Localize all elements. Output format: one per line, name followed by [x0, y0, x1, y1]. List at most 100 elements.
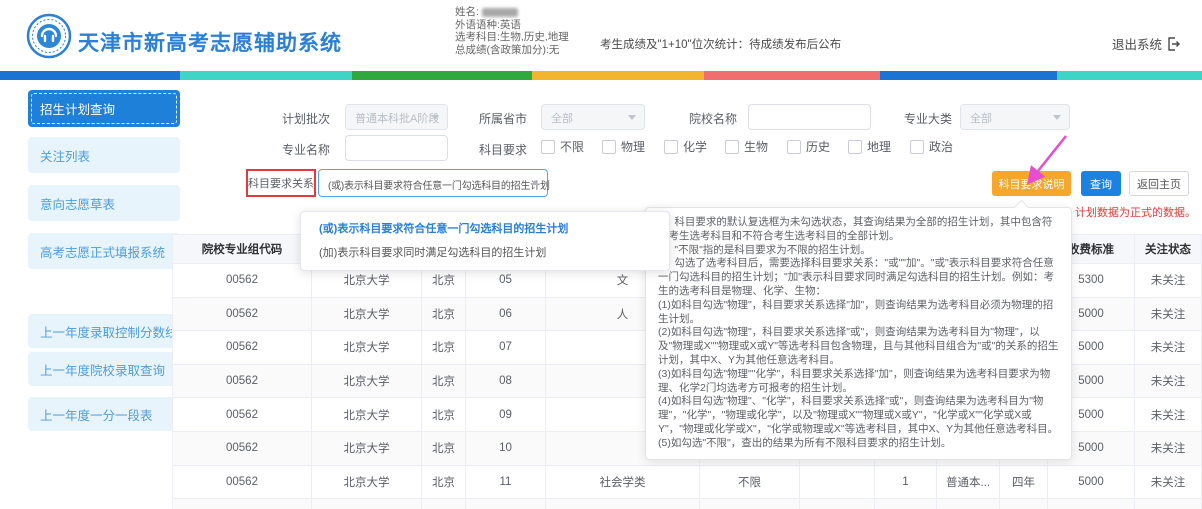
table-cell: [875, 499, 937, 509]
checkbox-icon: [541, 139, 555, 154]
subject-checkbox-政治[interactable]: 政治: [910, 138, 953, 155]
table-cell: [546, 499, 700, 509]
accent-bar-segment: [704, 71, 880, 80]
logout-label: 退出系统: [1112, 38, 1163, 52]
table-cell: 北京大学: [312, 431, 422, 466]
student-name-line: 姓名:: [455, 6, 569, 19]
follow-status-link[interactable]: 未关注: [1135, 264, 1202, 298]
table-cell: 00562: [172, 398, 312, 432]
province-select[interactable]: 全部: [541, 104, 645, 130]
logout-button[interactable]: 退出系统: [1112, 34, 1181, 53]
table-cell: 北京: [422, 398, 466, 432]
student-name-redacted: [481, 7, 518, 17]
sidebar-item-1[interactable]: 招生计划查询: [28, 90, 180, 127]
subject-checkbox-不限[interactable]: 不限: [541, 138, 584, 155]
table-header-cell: 关注状态: [1135, 234, 1202, 264]
table-cell: [800, 499, 875, 509]
plan-batch-select[interactable]: 普通本科批A阶段: [345, 104, 448, 130]
relation-option-2[interactable]: (加)表示科目要求同时满足勾选科目的招生计划: [319, 247, 547, 259]
sidebar-item-6[interactable]: 上一年度院校录取查询: [28, 352, 180, 386]
table-cell: 北京: [422, 331, 466, 365]
sidebar-item-4[interactable]: 高考志愿正式填报系统: [28, 233, 180, 269]
student-total-line: 总成绩(含政策加分):无: [455, 43, 560, 56]
province-label: 所属省市: [479, 112, 528, 126]
popover-line: (3)如科目勾选"物理""化学"，科目要求关系选择"加"，则查询结果为选考科目要…: [658, 367, 1051, 394]
major-name-input[interactable]: [345, 135, 448, 161]
sidebar-item-3[interactable]: 意向志愿草表: [28, 185, 180, 221]
accent-bar: [0, 71, 1202, 80]
table-cell: [466, 499, 546, 509]
table-cell: 四年: [1000, 465, 1048, 500]
sidebar-item-label: 上一年度一分一段表: [40, 408, 153, 423]
table-cell: 5000: [1048, 465, 1135, 500]
query-button[interactable]: 查询: [1081, 171, 1121, 196]
sidebar-item-label: 意向志愿草表: [40, 197, 116, 212]
college-name-input[interactable]: [748, 104, 871, 130]
follow-status-link[interactable]: 未关注: [1135, 431, 1202, 466]
checkbox-icon: [664, 139, 678, 154]
table-cell: [1135, 499, 1202, 509]
plan-batch-label: 计划批次: [282, 112, 331, 126]
chevron-down-icon: [431, 115, 439, 120]
popover-line: 2、"不限"指的是科目要求为不限的招生计划。: [658, 243, 871, 256]
relation-dropdown-panel: (或)表示科目要求符合任意一门勾选科目的招生计划 (加)表示科目要求同时满足勾选科…: [300, 211, 670, 271]
accent-bar-segment: [0, 71, 181, 80]
major-category-label: 专业大类: [904, 112, 953, 126]
table-cell: 北京大学: [312, 465, 422, 500]
sidebar-item-5[interactable]: 上一年度录取控制分数线: [28, 314, 180, 348]
sidebar-item-2[interactable]: 关注列表: [28, 137, 180, 173]
relation-select[interactable]: (或)表示科目要求符合任意一门勾选科目的招生计划: [318, 169, 550, 197]
popover-line: 3、勾选了选考科目后，需要选择科目要求关系："或""加"。"或"表示科目要求符合…: [658, 257, 1054, 297]
table-cell: 北京大学: [312, 297, 422, 332]
table-cell: [1000, 499, 1048, 509]
checkbox-icon: [787, 139, 801, 154]
follow-status-link[interactable]: 未关注: [1135, 331, 1202, 365]
app-logo-icon: [26, 13, 72, 59]
follow-status-link[interactable]: 未关注: [1135, 297, 1202, 332]
major-category-select[interactable]: 全部: [960, 104, 1070, 130]
checkbox-label: 生物: [744, 140, 769, 154]
sidebar-item-label: 上一年度院校录取查询: [40, 363, 166, 378]
table-cell: 普通本...: [937, 465, 1000, 500]
back-home-button[interactable]: 返回主页: [1129, 171, 1189, 196]
sidebar-item-7[interactable]: 上一年度一分一段表: [28, 397, 180, 431]
table-cell: 北京: [422, 364, 466, 399]
popover-line: (1)如科目勾选"物理"，科目要求关系选择"加"，则查询结果为选考科目必须为物理…: [658, 298, 1054, 325]
subject-help-popover: 1、科目要求的默认复选框为未勾选状态，其查询结果为全部的招生计划，其中包含符合考…: [645, 207, 1072, 460]
table-cell: [172, 499, 312, 509]
student-info: 姓名: 外语语种:英语 选考科目:生物,历史,地理 总成绩(含政策加分):无: [455, 6, 569, 56]
subject-help-button[interactable]: 科目要求说明: [992, 171, 1071, 196]
sidebar-item-label: 上一年度录取控制分数线: [40, 325, 178, 340]
follow-status-link[interactable]: 未关注: [1135, 465, 1202, 500]
table-cell: 00562: [172, 465, 312, 500]
subject-checkbox-历史[interactable]: 历史: [787, 138, 830, 155]
table-cell: 11: [466, 465, 546, 500]
table-cell: [937, 499, 1000, 509]
checkbox-label: 不限: [560, 140, 585, 154]
table-row: 00562 北京大学 北京 11 社会学类 不限 1 普通本... 四年 5000 未关注: [172, 465, 1202, 500]
table-cell: 09: [466, 398, 546, 432]
checkbox-label: 化学: [683, 140, 708, 154]
page-title: 天津市新高考志愿辅助系统: [78, 32, 342, 55]
subject-checkbox-物理[interactable]: 物理: [602, 138, 645, 155]
table-row: [172, 499, 1202, 509]
popover-line: (4)如科目勾选"物理"、"化学"，科目要求关系选择"或"，则查询结果为选考科目…: [658, 395, 1059, 435]
table-cell: 1: [875, 465, 937, 500]
table-cell: 06: [466, 297, 546, 332]
follow-status-link[interactable]: 未关注: [1135, 398, 1202, 432]
checkbox-label: 物理: [621, 140, 646, 154]
chevron-down-icon: [1053, 115, 1061, 120]
sidebar-item-label: 招生计划查询: [40, 103, 116, 117]
subject-checkbox-化学[interactable]: 化学: [664, 138, 707, 155]
relation-option-1[interactable]: (或)表示科目要求符合任意一门勾选科目的招生计划: [319, 223, 569, 235]
table-cell: 不限: [700, 465, 800, 500]
subject-checkbox-生物[interactable]: 生物: [725, 138, 768, 155]
follow-status-link[interactable]: 未关注: [1135, 364, 1202, 399]
subject-checkbox-地理[interactable]: 地理: [848, 138, 891, 155]
table-cell: 北京大学: [312, 331, 422, 365]
checkbox-icon: [848, 139, 862, 154]
table-cell: [1048, 499, 1135, 509]
subject-req-label: 科目要求: [479, 143, 528, 157]
checkbox-icon: [602, 139, 616, 154]
table-cell: 07: [466, 331, 546, 365]
